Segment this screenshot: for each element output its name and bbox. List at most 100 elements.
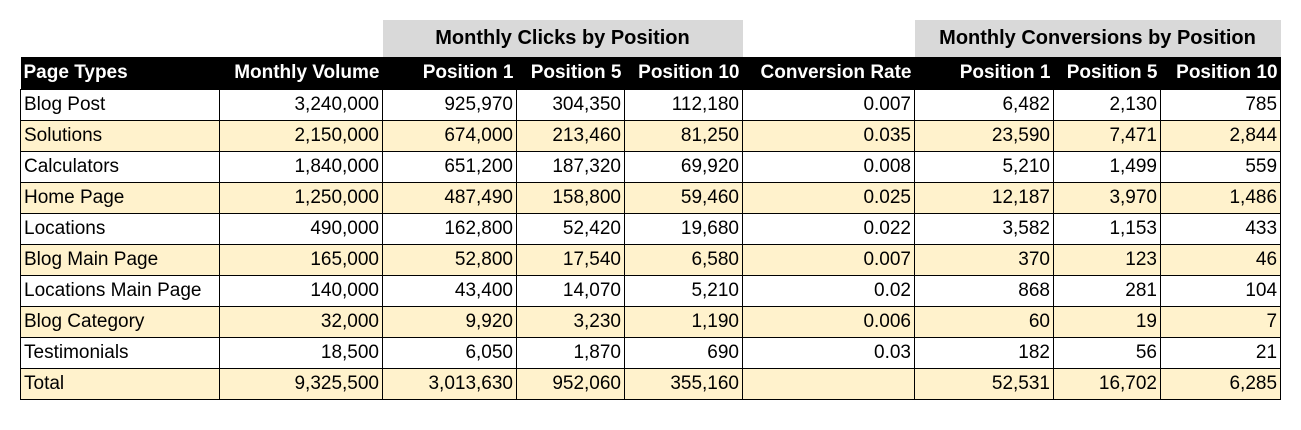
- cell: 925,970: [382, 88, 517, 121]
- row-label: Testimonials: [20, 336, 220, 369]
- cell: 69,920: [624, 150, 743, 183]
- cell: 21: [1159, 336, 1282, 369]
- cell: 785: [1159, 88, 1282, 121]
- cell: 140,000: [219, 274, 383, 307]
- cell: 6,050: [382, 336, 517, 369]
- cell: 5,210: [624, 274, 743, 307]
- cell: 3,013,630: [382, 367, 517, 400]
- cell: 0.02: [742, 274, 915, 307]
- row-label: Solutions: [20, 119, 220, 152]
- cell: 9,325,500: [219, 367, 383, 400]
- cell: 19,680: [624, 212, 743, 245]
- row-label: Blog Post: [20, 88, 220, 121]
- table-row: Locations 490,000 162,800 52,420 19,680 0.022…: [20, 212, 1282, 245]
- cell: 1,499: [1053, 150, 1161, 183]
- group-header: Monthly Clicks by Position: [382, 20, 743, 57]
- cell: 56: [1053, 336, 1161, 369]
- column-header: Conversion Rate: [742, 57, 915, 89]
- cell: 952,060: [516, 367, 625, 400]
- cell: 304,350: [516, 88, 625, 121]
- cell: 60: [914, 305, 1054, 338]
- column-header: Position 1: [914, 57, 1054, 89]
- cell: 52,800: [382, 243, 517, 276]
- cell: 355,160: [624, 367, 743, 400]
- column-header: Monthly Volume: [219, 57, 383, 89]
- cell: 6,482: [914, 88, 1054, 121]
- cell: 52,531: [914, 367, 1054, 400]
- cell: 1,486: [1159, 181, 1282, 214]
- cell: 32,000: [219, 305, 383, 338]
- cell: 16,702: [1053, 367, 1161, 400]
- cell: 487,490: [382, 181, 517, 214]
- column-header: Position 10: [624, 57, 743, 89]
- cell: 0.025: [742, 181, 915, 214]
- cell: 162,800: [382, 212, 517, 245]
- cell: 19: [1053, 305, 1161, 338]
- cell: 7: [1159, 305, 1282, 338]
- cell: 1,190: [624, 305, 743, 338]
- cell: 17,540: [516, 243, 625, 276]
- cell: 14,070: [516, 274, 625, 307]
- row-label: Locations: [20, 212, 220, 245]
- cell: 43,400: [382, 274, 517, 307]
- cell: 3,970: [1053, 181, 1161, 214]
- cell: 59,460: [624, 181, 743, 214]
- cell: 23,590: [914, 119, 1054, 152]
- row-label: Calculators: [20, 150, 220, 183]
- cell: 81,250: [624, 119, 743, 152]
- cell: 0.006: [742, 305, 915, 338]
- cell: 651,200: [382, 150, 517, 183]
- cell: 0.007: [742, 88, 915, 121]
- cell: 0.007: [742, 243, 915, 276]
- cell: 0.035: [742, 119, 915, 152]
- cell: 104: [1159, 274, 1282, 307]
- cell: 6,580: [624, 243, 743, 276]
- cell: 6,285: [1159, 367, 1282, 400]
- header-row: Page Types Monthly Volume Position 1 Positi…: [20, 57, 1281, 89]
- column-header: Position 1: [382, 57, 517, 89]
- cell: 112,180: [624, 88, 743, 121]
- row-label: Locations Main Page: [20, 274, 220, 307]
- cell: 0.022: [742, 212, 915, 245]
- table-row: Blog Post 3,240,000 925,970 304,350 112,180 0…: [20, 88, 1282, 121]
- spacer: [743, 20, 915, 57]
- cell: 3,582: [914, 212, 1054, 245]
- cell: 1,250,000: [219, 181, 383, 214]
- group-header: Monthly Conversions by Position: [914, 20, 1281, 57]
- cell: 559: [1159, 150, 1282, 183]
- table-row: Blog Main Page 165,000 52,800 17,540 6,580 0.…: [20, 243, 1282, 276]
- cell: 3,240,000: [219, 88, 383, 121]
- cell: 490,000: [219, 212, 383, 245]
- table-row: Total 9,325,500 3,013,630 952,060 355,160 52,…: [20, 367, 1282, 400]
- cell: 1,153: [1053, 212, 1161, 245]
- spacer: [21, 20, 383, 57]
- cell: 370: [914, 243, 1054, 276]
- cell: 0.008: [742, 150, 915, 183]
- cell: 5,210: [914, 150, 1054, 183]
- table-row: Solutions 2,150,000 674,000 213,460 81,250 0.…: [20, 119, 1282, 152]
- table-row: Calculators 1,840,000 651,200 187,320 69,920…: [20, 150, 1282, 183]
- row-label: Total: [20, 367, 220, 400]
- row-label: Blog Main Page: [20, 243, 220, 276]
- cell: 2,844: [1159, 119, 1282, 152]
- cell: 674,000: [382, 119, 517, 152]
- column-header: Position 5: [1053, 57, 1161, 89]
- cell: 213,460: [516, 119, 625, 152]
- cell: 18,500: [219, 336, 383, 369]
- cell: 165,000: [219, 243, 383, 276]
- cell: 3,230: [516, 305, 625, 338]
- cell: 9,920: [382, 305, 517, 338]
- spreadsheet-table: Monthly Clicks by Position Monthly Conve…: [20, 20, 1282, 400]
- row-label: Blog Category: [20, 305, 220, 338]
- cell: 1,840,000: [219, 150, 383, 183]
- cell: 690: [624, 336, 743, 369]
- cell: 7,471: [1053, 119, 1161, 152]
- cell: 2,130: [1053, 88, 1161, 121]
- cell: 123: [1053, 243, 1161, 276]
- column-header: Position 5: [516, 57, 625, 89]
- cell: 0.03: [742, 336, 915, 369]
- cell: 433: [1159, 212, 1282, 245]
- table-row: Blog Category 32,000 9,920 3,230 1,190 0.006 6…: [20, 305, 1282, 338]
- cell: 52,420: [516, 212, 625, 245]
